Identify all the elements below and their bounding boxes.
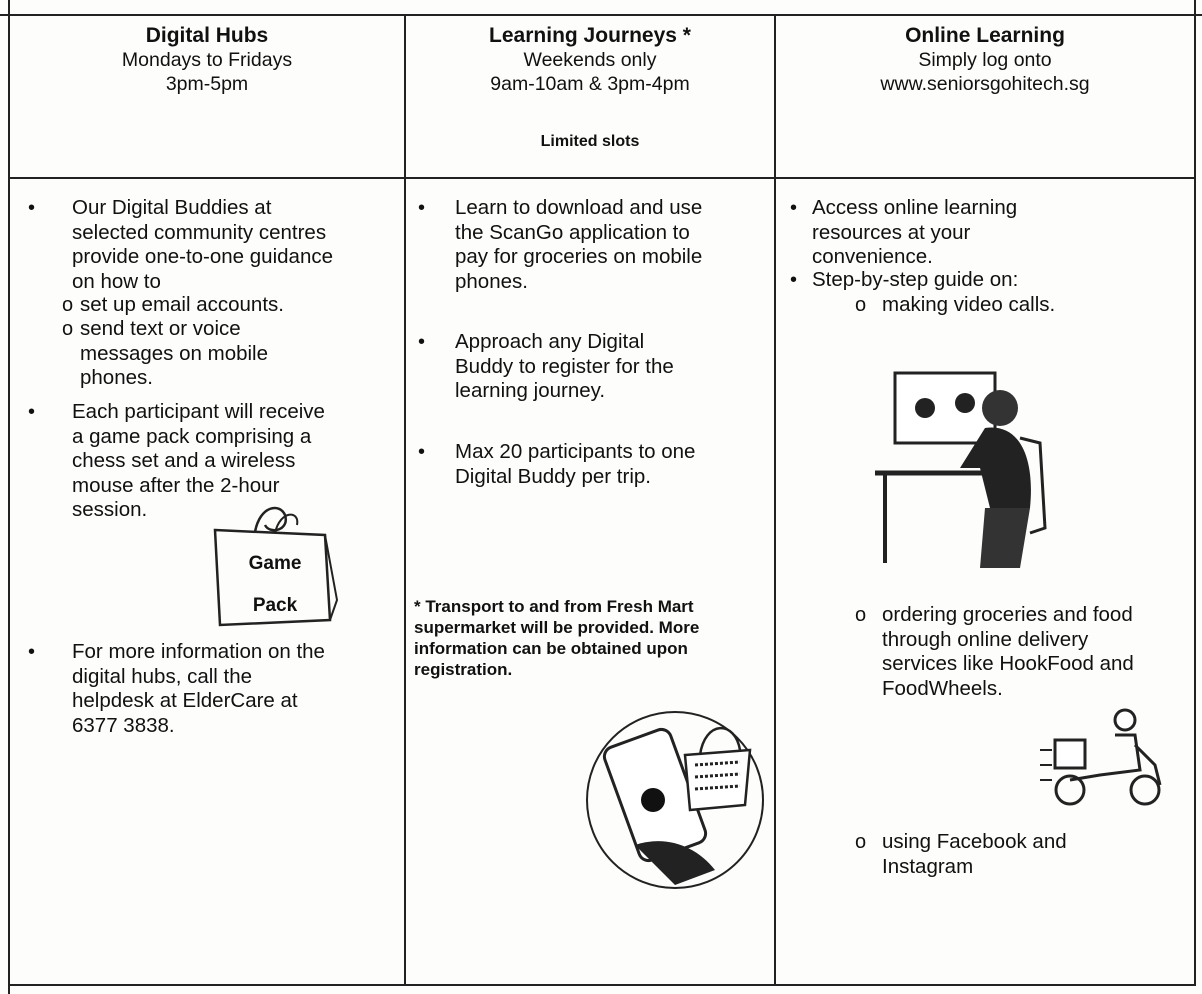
bullet: o [855, 831, 867, 853]
table-border [774, 14, 776, 986]
table-border [8, 0, 10, 994]
shopping-app-illustration [586, 711, 764, 889]
bullet: • [28, 401, 36, 423]
table-border [8, 177, 1196, 179]
bullet: o [62, 294, 74, 316]
bullet: o [62, 318, 74, 340]
table-border [0, 14, 1202, 16]
list-item: Approach any Digital Buddy to register f… [455, 330, 674, 402]
game-pack-illustration [213, 506, 339, 627]
column-title: Learning Journeys * [489, 24, 691, 47]
bullet: • [418, 331, 426, 353]
footnote: * Transport to and from Fresh Mart super… [414, 597, 700, 679]
column-title: Digital Hubs [145, 24, 269, 47]
table-border [8, 984, 1196, 986]
notice: Limited slots [540, 133, 640, 150]
bullet: o [855, 294, 867, 316]
bullet: • [790, 269, 798, 291]
schedule-line: Simply log onto [918, 49, 1052, 71]
sub-item: using Facebook and Instagram [882, 830, 1067, 878]
schedule-line: 3pm-5pm [165, 73, 249, 95]
list-item: Max 20 participants to one Digital Buddy… [455, 440, 696, 488]
list-item: For more information on the digital hubs… [72, 640, 325, 737]
sub-item: making video calls. [882, 293, 1056, 316]
bullet: • [28, 641, 36, 663]
illustration-label: Pack [252, 595, 298, 616]
schedule-line: www.seniorsgohitech.sg [880, 73, 1090, 95]
bullet: • [418, 197, 426, 219]
table-border [1194, 0, 1196, 986]
sub-item: send text or voice messages on mobile ph… [80, 317, 269, 389]
bullet: • [28, 197, 36, 219]
list-item: Learn to download and use the ScanGo app… [455, 196, 703, 293]
list-item: Each participant will receive a game pac… [72, 400, 325, 521]
illustration-label: Game [248, 553, 302, 574]
delivery-scooter-illustration [1040, 708, 1162, 806]
schedule-line: 9am-10am & 3pm-4pm [490, 73, 690, 95]
list-item: Our Digital Buddies at selected communit… [72, 196, 333, 293]
table-border [404, 14, 406, 986]
list-item: Access online learning resources at your… [812, 196, 1018, 268]
schedule-line: Mondays to Fridays [121, 49, 293, 71]
bullet: • [418, 441, 426, 463]
list-item: Step-by-step guide on: [812, 268, 1019, 291]
bullet: • [790, 197, 798, 219]
schedule-line: Weekends only [523, 49, 657, 71]
column-title: Online Learning [905, 24, 1065, 47]
sub-item: ordering groceries and food through onli… [882, 603, 1134, 700]
video-call-illustration [875, 371, 1047, 568]
sub-item: set up email accounts. [80, 293, 284, 316]
bullet: o [855, 604, 867, 626]
